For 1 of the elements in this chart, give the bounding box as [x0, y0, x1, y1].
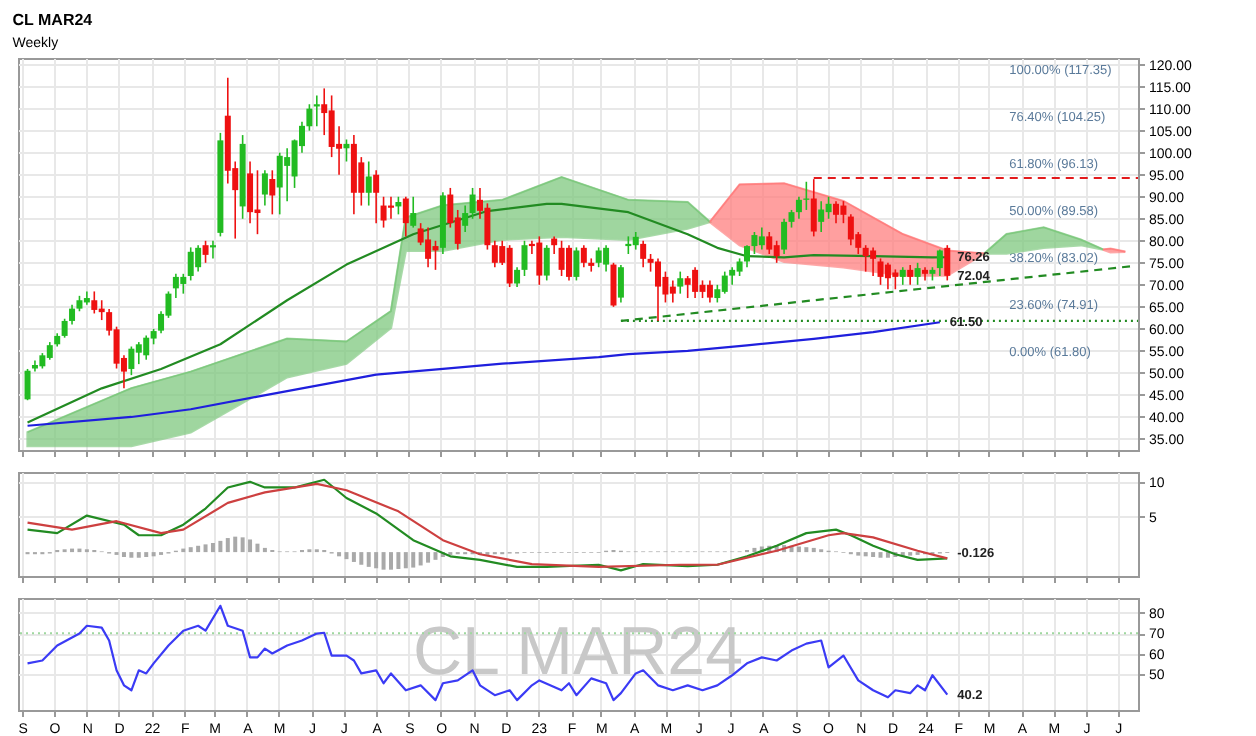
chart-title: CL MAR24 [12, 10, 94, 29]
